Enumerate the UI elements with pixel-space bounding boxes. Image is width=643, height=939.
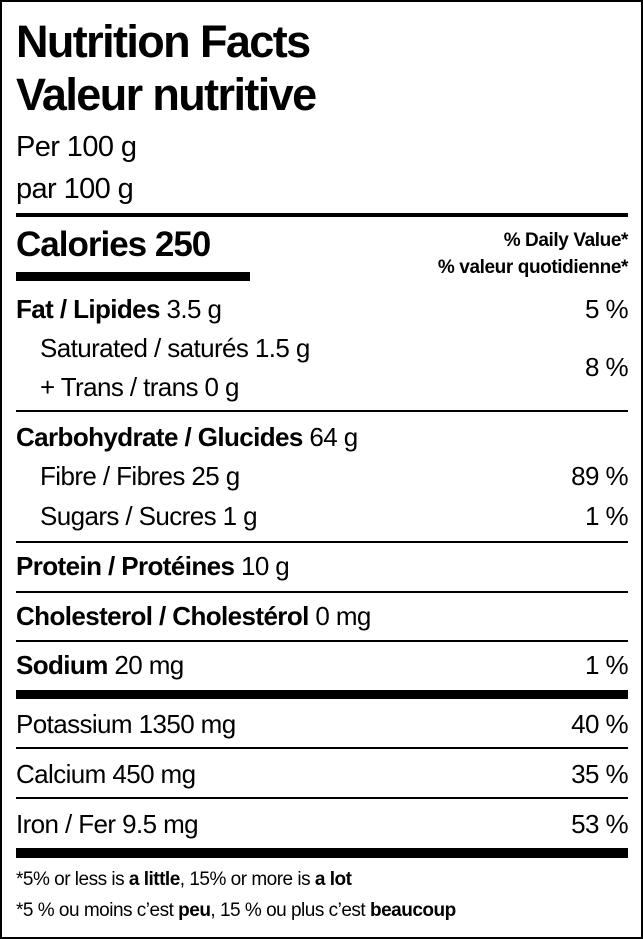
- serving-en: Per 100 g: [16, 131, 137, 163]
- row-potassium: Potassium 1350 mg 40 %: [16, 706, 629, 742]
- rule: [16, 640, 628, 642]
- sugars-label: Sugars / Sucres: [40, 501, 217, 531]
- sugars-dv: 1 %: [584, 501, 629, 531]
- potassium-dv: 40 %: [571, 709, 628, 739]
- serving-fr: par 100 g: [16, 173, 134, 205]
- calories-label: Calories: [16, 225, 147, 264]
- footnote-fr-peu: peu: [178, 900, 211, 921]
- rule: [16, 591, 628, 593]
- protein-label: Protein / Protéines: [16, 551, 235, 581]
- carbohydrate-label: Carbohydrate / Glucides: [16, 422, 303, 452]
- trans-amount: 0 g: [204, 372, 240, 402]
- footnote-fr-text: , 15 % ou plus c’est: [210, 900, 370, 921]
- iron-label: Iron / Fer: [16, 809, 116, 839]
- potassium-amount: 1350 mg: [138, 709, 237, 739]
- iron-dv: 53 %: [571, 809, 628, 839]
- calories-value: 250: [154, 225, 211, 264]
- calories: Calories 250: [16, 224, 211, 266]
- footnote-fr-text: *5 % ou moins c’est: [16, 900, 179, 921]
- row-fat: Fat / Lipides 3.5 g 5 %: [16, 291, 629, 327]
- calcium-dv: 35 %: [571, 759, 628, 789]
- sodium-dv: 1 %: [584, 650, 629, 680]
- footnote-fr-beaucoup: beaucoup: [369, 900, 456, 921]
- row-trans: + Trans / trans 0 g: [16, 369, 628, 405]
- sugars-amount: 1 g: [222, 501, 258, 531]
- row-cholesterol: Cholesterol / Cholestérol 0 mg: [16, 598, 628, 634]
- sodium-label: Sodium: [16, 650, 108, 680]
- rule: [16, 747, 628, 749]
- daily-value-fr: % valeur quotidienne*: [437, 257, 628, 278]
- sodium-amount: 20 mg: [114, 650, 184, 680]
- saturated-amount: 1.5 g: [254, 333, 310, 363]
- saturated-label: Saturated / saturés: [40, 333, 249, 363]
- thick-rule: [16, 848, 628, 858]
- potassium-label: Potassium: [16, 709, 133, 739]
- sat-trans-dv: 8 %: [584, 352, 629, 382]
- carbohydrate-amount: 64 g: [309, 422, 358, 452]
- calcium-amount: 450 mg: [112, 759, 196, 789]
- calcium-label: Calcium: [16, 759, 106, 789]
- thick-rule: [16, 690, 628, 699]
- row-protein: Protein / Protéines 10 g: [16, 548, 628, 584]
- row-carbohydrate: Carbohydrate / Glucides 64 g: [16, 419, 628, 455]
- row-iron: Iron / Fer 9.5 mg 53 %: [16, 806, 629, 842]
- footnote-en-lot: a lot: [314, 869, 352, 890]
- row-saturated: Saturated / saturés 1.5 g: [16, 330, 628, 366]
- trans-label: + Trans / trans: [40, 372, 199, 402]
- footnote-fr: *5 % ou moins c’est peu, 15 % ou plus c’…: [16, 899, 456, 923]
- footnote-en-little: a little: [128, 869, 180, 890]
- title-fr: Valeur nutritive: [16, 69, 317, 120]
- row-sodium: Sodium 20 mg 1 %: [16, 647, 629, 683]
- row-sat-trans-dv: 8 %: [16, 349, 629, 385]
- row-calcium: Calcium 450 mg 35 %: [16, 756, 629, 792]
- fibre-label: Fibre / Fibres: [40, 461, 185, 491]
- daily-value-en: % Daily Value*: [503, 230, 629, 251]
- rule: [16, 541, 628, 543]
- cholesterol-amount: 0 mg: [315, 601, 371, 631]
- cholesterol-label: Cholesterol / Cholestérol: [16, 601, 309, 631]
- calories-bar: [16, 272, 250, 281]
- fat-label: Fat / Lipides: [16, 294, 160, 324]
- thick-rule: [16, 213, 628, 217]
- fat-dv: 5 %: [584, 294, 629, 324]
- footnote-en-text: , 15% or more is: [179, 869, 315, 890]
- protein-amount: 10 g: [240, 551, 290, 581]
- rule: [16, 410, 628, 412]
- daily-value-header: % Daily Value* % valeur quotidienne*: [438, 230, 628, 279]
- footnote-en: *5% or less is a little, 15% or more is …: [16, 868, 352, 892]
- iron-amount: 9.5 mg: [122, 809, 198, 839]
- rule: [16, 797, 628, 799]
- fibre-amount: 25 g: [191, 461, 240, 491]
- title-en: Nutrition Facts: [16, 16, 311, 67]
- row-fibre: Fibre / Fibres 25 g 89 %: [16, 458, 629, 494]
- fat-amount: 3.5 g: [166, 294, 222, 324]
- fibre-dv: 89 %: [571, 461, 628, 491]
- row-sugars: Sugars / Sucres 1 g 1 %: [16, 498, 629, 534]
- footnote-en-text: *5% or less is: [16, 869, 129, 890]
